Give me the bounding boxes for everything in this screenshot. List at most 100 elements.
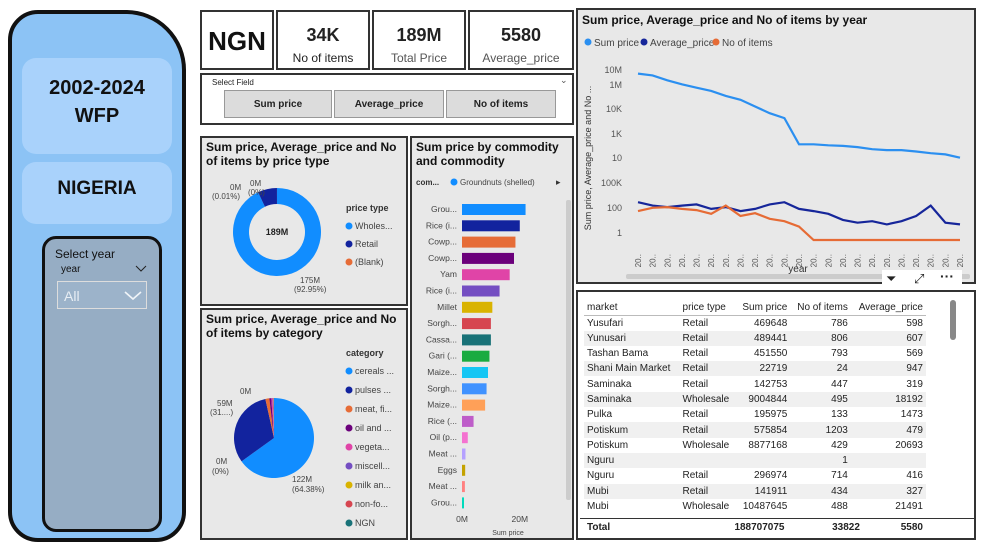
currency-label: NGN (208, 26, 266, 56)
bar-category-label: Grou... (431, 497, 457, 507)
total-cell: 33822 (832, 522, 860, 534)
table-cell: Wholesale (682, 439, 730, 451)
table-cell: 429 (831, 439, 848, 451)
slice-label: 0M (230, 183, 241, 192)
table-cell: Retail (682, 332, 709, 344)
slice-label: 122M (292, 475, 312, 484)
table-cell: Saminaka (587, 393, 632, 405)
total-cell: 5580 (900, 522, 923, 534)
legend-marker (640, 38, 648, 46)
column-header-sum-price[interactable]: Sum price (735, 300, 791, 316)
table-cell: Mubi (587, 501, 609, 512)
table-row[interactable]: Shani Main Market Retail 22719 24 947 (584, 361, 926, 377)
year-slicer: Select year year All (42, 236, 162, 532)
table-cell: Tashan Bama (587, 348, 649, 360)
legend-label: No of items (722, 38, 773, 49)
commodity-panel: Sum price by commodity and commodity com… (410, 136, 574, 540)
bar (462, 204, 526, 215)
table-cell: 319 (906, 378, 923, 390)
slice-pct: (0.01%) (212, 192, 240, 201)
x-tick-label: 20.. (824, 254, 833, 267)
select-field-label: Select Field (212, 78, 254, 87)
chevron-down-icon[interactable] (135, 265, 147, 273)
items-label: No of items (292, 51, 354, 65)
table-row[interactable]: Saminaka Wholesale 9004844 495 18192 (584, 391, 926, 408)
table-row[interactable]: Nguru 1 (584, 452, 926, 469)
table-cell: 24 (836, 363, 848, 375)
table-cell: 1203 (825, 424, 848, 436)
table-row[interactable]: Tashan Bama Retail 451550 793 569 (584, 346, 926, 361)
table-cell: 20693 (895, 439, 923, 451)
legend-label: Groundnuts (shelled) (460, 178, 535, 187)
table-row[interactable]: Mubi Wholesale 10487645 488 21491 (584, 499, 926, 514)
table-row[interactable]: Potiskum Retail 575854 1203 479 (584, 422, 926, 438)
table-row[interactable]: Pulka Retail 195975 133 1473 (584, 407, 926, 422)
bar (462, 383, 487, 395)
x-tick-label: 20.. (810, 254, 819, 267)
series-line (637, 201, 961, 226)
column-header-average-price[interactable]: Average_price (850, 300, 926, 316)
more-options-icon[interactable]: ··· (940, 268, 954, 284)
bar (462, 334, 491, 346)
table-cell: 488 (831, 501, 848, 512)
column-header-no-of-items[interactable]: No of items (790, 300, 851, 316)
focus-mode-icon[interactable]: ⤢ (914, 271, 925, 286)
items-card: 34K No of items (276, 10, 370, 70)
table-cell: 947 (906, 363, 923, 375)
sum-price-button[interactable]: Sum price (224, 90, 332, 118)
bar (462, 301, 493, 313)
slice-label: 0M (240, 387, 251, 396)
table-row[interactable]: Yusufari Retail 469648 786 598 (584, 315, 926, 330)
column-header-price-type[interactable]: price type (679, 300, 736, 316)
no-of-items-button[interactable]: No of items (446, 90, 556, 118)
market-table-panel: market price type Sum price No of items Aver… (576, 290, 976, 540)
title-box: 2002-2024 WFP (22, 58, 172, 154)
table-cell: 195975 (753, 409, 788, 421)
table-cell: 416 (906, 470, 923, 482)
table-cell: Potiskum (587, 439, 629, 451)
legend-label: Average_price (650, 38, 715, 49)
table-cell: Retail (682, 424, 709, 436)
table-row[interactable]: Mubi Retail 141911 434 327 (584, 483, 926, 499)
table-cell: 786 (831, 317, 848, 329)
table-row[interactable]: Saminaka Retail 142753 447 319 (584, 376, 926, 391)
bar (462, 415, 474, 427)
bar (462, 481, 465, 493)
bar-category-label: Oil (p... (430, 432, 457, 442)
bar-category-label: Maize... (427, 367, 457, 377)
legend-label: cereals ... (355, 366, 394, 376)
x-tick-label: 20.. (868, 254, 877, 267)
x-tick-label: 20.. (751, 254, 760, 267)
slicer-dropdown[interactable]: All (57, 281, 147, 309)
table-cell (680, 453, 736, 468)
table-scrollbar[interactable] (950, 300, 956, 340)
y-tick-label: 100K (601, 178, 622, 188)
average-price-button[interactable]: Average_price (334, 90, 444, 118)
bar-category-label: Meat ... (429, 481, 457, 491)
total-cell: 188707075 (734, 522, 785, 534)
table-cell: 434 (831, 485, 848, 497)
table-cell: Retail (682, 378, 709, 390)
bar-category-label: Sorgh... (427, 383, 457, 393)
bar-category-label: Eggs (438, 465, 457, 475)
select-field-panel: Select Field ⌄ Sum price Average_price N… (200, 73, 574, 125)
table-cell: 714 (831, 470, 848, 482)
table-row[interactable]: Potiskum Wholesale 8877168 429 20693 (584, 438, 926, 453)
slice-pct: (0%) (212, 467, 229, 476)
x-axis-label: year (788, 264, 808, 275)
slice-pct: (0%) (248, 188, 265, 197)
table-row[interactable]: Nguru Retail 296974 714 416 (584, 468, 926, 483)
table-cell: Retail (682, 409, 709, 421)
column-header-market[interactable]: market (584, 300, 680, 316)
more-icon[interactable]: ⌄ (560, 75, 568, 85)
market-table: market price type Sum price No of items Aver… (584, 300, 926, 514)
legend-marker (345, 222, 353, 230)
legend-label: Retail (355, 239, 378, 249)
table-cell: Nguru (587, 470, 615, 482)
filter-icon[interactable]: ⏷ (886, 271, 897, 286)
table-cell: Retail (682, 485, 709, 497)
table-row[interactable]: Yunusari Retail 489441 806 607 (584, 330, 926, 346)
org-label: WFP (74, 105, 120, 127)
total-cell (649, 520, 662, 535)
